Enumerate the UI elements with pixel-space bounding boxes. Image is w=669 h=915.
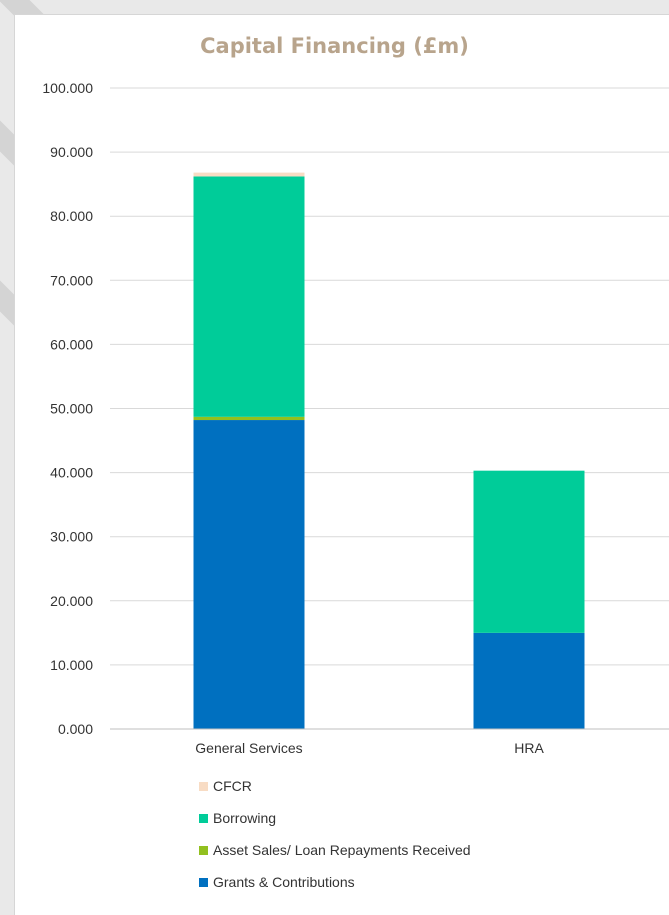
y-tick-label: 80.000 — [50, 208, 93, 224]
y-tick-label: 60.000 — [50, 336, 93, 352]
bar-segment — [473, 632, 585, 729]
x-axis-tick-labels: General Services HRA — [195, 740, 544, 756]
bar-segment — [193, 420, 305, 729]
y-tick-label: 90.000 — [50, 144, 93, 160]
x-tick-label: HRA — [514, 740, 544, 756]
legend-item: CFCR — [199, 778, 471, 794]
y-tick-label: 20.000 — [50, 593, 93, 609]
bar-segment — [193, 172, 305, 177]
y-tick-label: 50.000 — [50, 401, 93, 417]
y-tick-label: 100.000 — [42, 80, 93, 96]
legend-swatch — [199, 813, 208, 823]
bar-segment — [193, 176, 305, 417]
legend-label: Grants & Contributions — [213, 874, 355, 890]
y-tick-label: 70.000 — [50, 272, 93, 288]
y-tick-label: 0.000 — [58, 721, 93, 737]
chart-area — [14, 14, 669, 915]
y-tick-label: 10.000 — [50, 657, 93, 673]
legend-item: Asset Sales/ Loan Repayments Received — [199, 842, 471, 858]
legend-swatch — [199, 781, 208, 791]
y-tick-label: 30.000 — [50, 529, 93, 545]
y-tick-label: 40.000 — [50, 465, 93, 481]
legend-item: Grants & Contributions — [199, 874, 471, 890]
legend-item: Borrowing — [199, 810, 471, 826]
x-tick-label: General Services — [195, 740, 302, 756]
chart-title: Capital Financing (£m) — [200, 34, 469, 58]
legend-swatch — [199, 845, 208, 855]
y-axis-tick-labels: 0.000 10.000 20.000 30.000 40.000 50.000 60.00… — [42, 80, 93, 737]
legend-label: CFCR — [213, 778, 252, 794]
legend-label: Borrowing — [213, 810, 277, 826]
bar-segment — [193, 416, 305, 421]
bar-segment — [473, 470, 585, 633]
legend-label: Asset Sales/ Loan Repayments Received — [213, 842, 471, 858]
legend-swatch — [199, 877, 208, 887]
bars — [193, 172, 585, 729]
legend: CFCR Borrowing Asset Sales/ Loan Repayment… — [199, 778, 471, 906]
